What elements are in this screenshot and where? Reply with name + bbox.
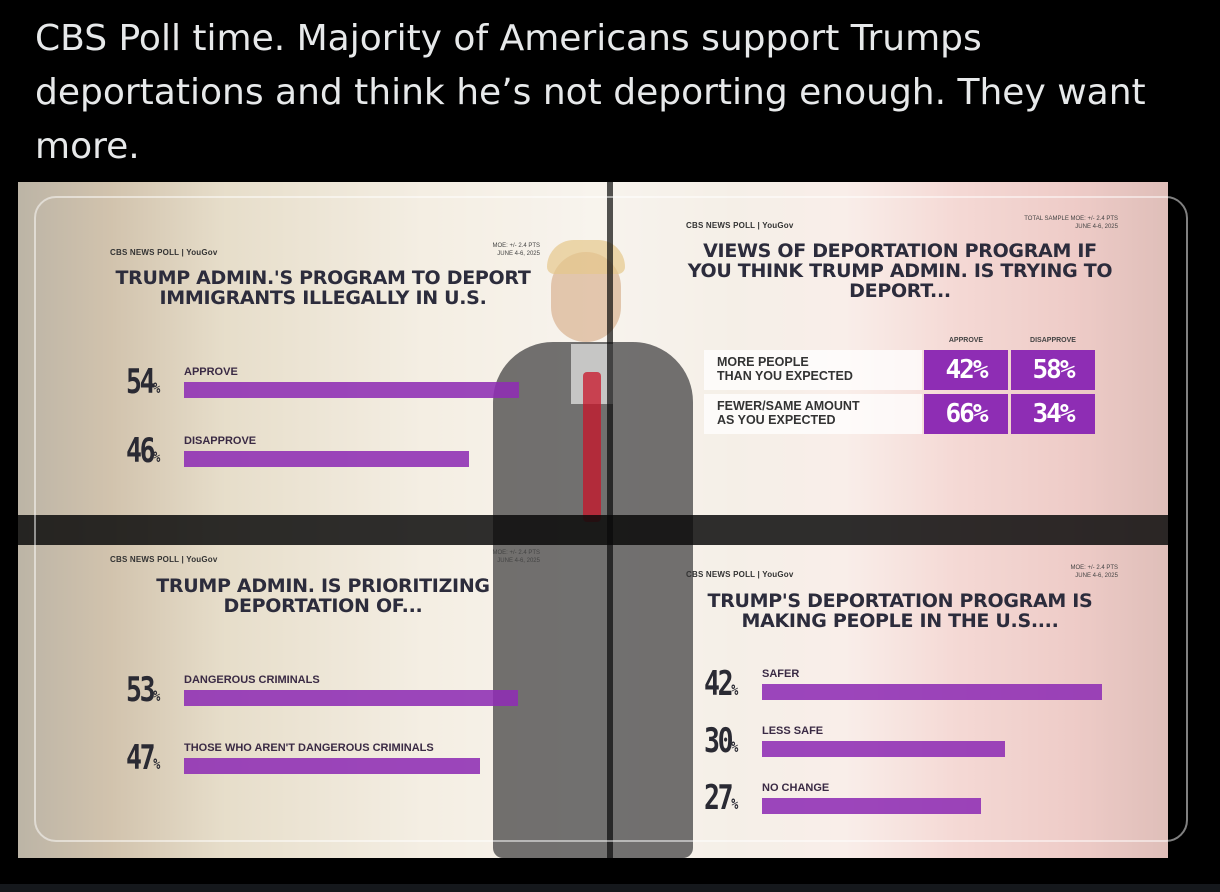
panel4-moe: MOE: +/- 2.4 PTS JUNE 4-6, 2025 — [1070, 565, 1118, 579]
value-label: 53% — [126, 670, 160, 710]
category-label: APPROVE — [184, 366, 238, 378]
value-label: 30% — [704, 721, 738, 761]
category-label: SAFER — [762, 668, 800, 680]
value-number: 42 — [704, 664, 734, 704]
panel4-brand: CBS NEWS POLL | YouGov — [686, 570, 794, 579]
panel2-row1-approve: 42% — [924, 350, 1008, 390]
value-unit: % — [731, 681, 739, 699]
panel-divider-vertical — [607, 182, 613, 858]
panel2-row2-label-line2: AS YOU EXPECTED — [717, 413, 836, 427]
value-number: 47 — [126, 738, 156, 778]
panel3-moe: MOE: +/- 2.4 PTS JUNE 4-6, 2025 — [492, 550, 540, 564]
panel2-row2-approve: 66% — [924, 394, 1008, 434]
timeline-divider — [0, 884, 1220, 892]
value-number: 53 — [126, 670, 156, 710]
value-unit: % — [153, 687, 161, 705]
value-number: 27 — [704, 778, 734, 818]
panel1-moe: MOE: +/- 2.4 PTS JUNE 4-6, 2025 — [492, 243, 540, 257]
category-label: THOSE WHO AREN'T DANGEROUS CRIMINALS — [184, 742, 434, 754]
panel3-brand: CBS NEWS POLL | YouGov — [110, 555, 218, 564]
bar — [762, 741, 1005, 757]
value-unit: % — [731, 795, 739, 813]
value-label: 27% — [704, 778, 738, 818]
value-unit: % — [153, 755, 161, 773]
panel2-col-disapprove: DISAPPROVE — [1030, 337, 1076, 344]
figure-tie — [583, 372, 601, 522]
value-label: 46% — [126, 431, 160, 471]
bar — [184, 382, 519, 398]
value-number: 54 — [126, 362, 156, 402]
panel2-row1-label: MORE PEOPLE THAN YOU EXPECTED — [704, 350, 922, 390]
bar — [762, 684, 1103, 700]
bar — [184, 451, 470, 467]
value-unit: % — [153, 379, 161, 397]
category-label: LESS SAFE — [762, 725, 824, 737]
panel2-row1-disapprove: 58% — [1011, 350, 1095, 390]
bar — [184, 690, 518, 706]
background-figure — [473, 222, 713, 858]
figure-hair — [547, 240, 625, 274]
panel1-brand: CBS NEWS POLL | YouGov — [110, 248, 218, 257]
category-label: DISAPPROVE — [184, 435, 257, 447]
panel4-title: TRUMP'S DEPORTATION PROGRAM IS MAKING PE… — [707, 590, 1093, 632]
value-label: 47% — [126, 738, 160, 778]
value-unit: % — [731, 738, 739, 756]
panel2-row1-label-line1: MORE PEOPLE — [717, 355, 809, 369]
tweet-text: CBS Poll time. Majority of Americans sup… — [35, 18, 1146, 167]
value-number: 46 — [126, 431, 156, 471]
panel2-col-approve: APPROVE — [948, 337, 984, 344]
value-unit: % — [153, 448, 161, 466]
panel2-row2-label: FEWER/SAME AMOUNT AS YOU EXPECTED — [704, 394, 922, 434]
category-label: DANGEROUS CRIMINALS — [184, 674, 320, 686]
panel3-title: TRUMP ADMIN. IS PRIORITIZING DEPORTATION… — [156, 575, 490, 617]
category-label: NO CHANGE — [762, 782, 830, 794]
panel1-title: TRUMP ADMIN.'S PROGRAM TO DEPORT IMMIGRA… — [115, 267, 531, 309]
bar — [762, 798, 981, 814]
bar — [184, 758, 481, 774]
panel2-title: VIEWS OF DEPORTATION PROGRAM IF YOU THIN… — [687, 240, 1113, 302]
panel2-brand: CBS NEWS POLL | YouGov — [686, 221, 794, 230]
panel-divider-horizontal — [18, 515, 1168, 545]
panel2-moe: TOTAL SAMPLE MOE: +/- 2.4 PTS JUNE 4-6, … — [1024, 216, 1118, 230]
panel2-row2-disapprove: 34% — [1011, 394, 1095, 434]
panel2-row1-label-line2: THAN YOU EXPECTED — [717, 369, 853, 383]
value-number: 30 — [704, 721, 734, 761]
panel2-row2-label-line1: FEWER/SAME AMOUNT — [717, 399, 860, 413]
value-label: 42% — [704, 664, 738, 704]
value-label: 54% — [126, 362, 160, 402]
